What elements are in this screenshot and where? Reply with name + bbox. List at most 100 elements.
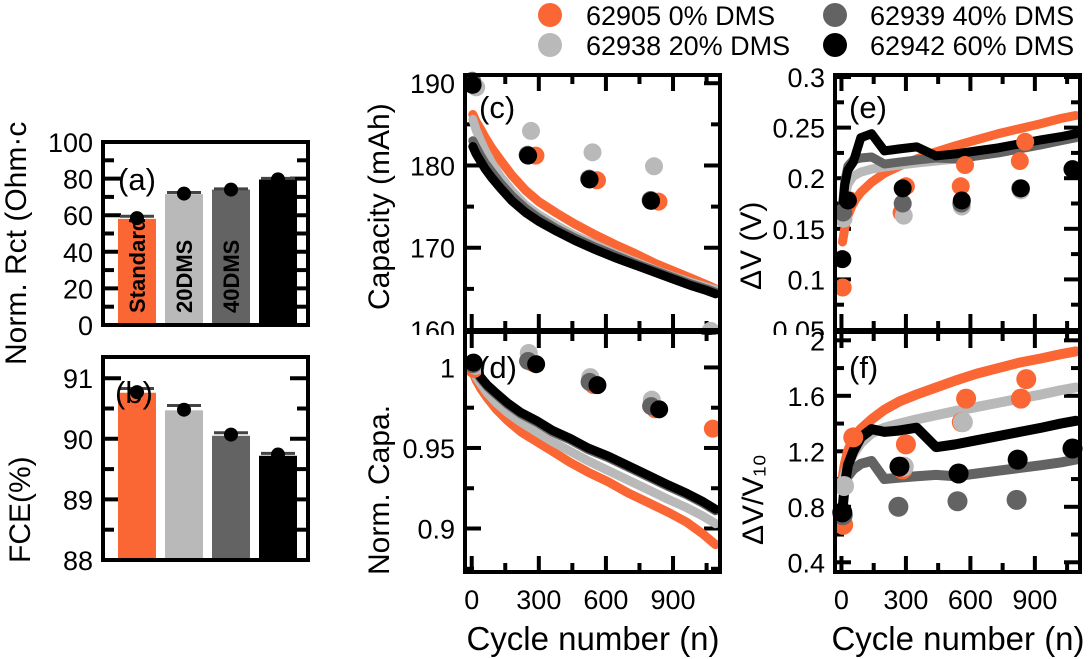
panel-c-label: (c) <box>479 90 515 125</box>
scatter-point <box>650 400 669 419</box>
legend-marker-icon <box>823 3 847 27</box>
panel-b-label: (b) <box>115 375 153 410</box>
legend-label: 62938 20% DMS <box>586 31 790 58</box>
panel-a-ylabel: Norm. Rct (Ohm·cm²) <box>0 120 33 365</box>
scatter-point <box>952 191 971 210</box>
data-marker <box>224 182 238 197</box>
scatter-point <box>952 412 973 433</box>
tick-label: 0 <box>78 311 93 341</box>
data-marker <box>271 172 285 187</box>
tick-label: 1.2 <box>787 437 825 467</box>
panel-f-frame <box>833 330 1082 574</box>
panel-e-label: (e) <box>849 90 887 125</box>
scatter-point <box>889 456 910 477</box>
tick-label: 0.8 <box>787 493 825 523</box>
tick-label: 0.3 <box>787 63 825 93</box>
scatter-point <box>519 146 538 165</box>
panel-b: FCE(%) 88 89 90 91 (b) <box>0 348 340 593</box>
tick-label: 89 <box>63 485 93 515</box>
bar <box>259 455 297 560</box>
tick-label: 0 <box>834 585 849 615</box>
scatter-point <box>843 427 864 448</box>
bar-inline-label: Standard <box>125 218 150 313</box>
scatter-point <box>463 75 482 94</box>
scatter-point <box>521 121 540 140</box>
legend: 62905 0% DMS 62938 20% DMS 62939 40% DMS… <box>500 0 1091 58</box>
scatter-point <box>1010 388 1031 409</box>
series-curve <box>837 415 1081 515</box>
data-marker <box>177 402 191 417</box>
tick-label: 300 <box>516 585 561 615</box>
scatter-point <box>834 475 855 496</box>
bar <box>212 189 250 325</box>
panel-d-label: (d) <box>479 350 517 385</box>
panel-f-ylabel-group: ΔV/V₁₀ <box>737 454 770 545</box>
legend-marker-icon <box>823 33 847 57</box>
data-marker <box>224 427 238 442</box>
tick-label: 0.25 <box>772 114 825 144</box>
tick-label: 20 <box>63 274 93 304</box>
scatter-point <box>895 434 916 455</box>
panel-f-label: (f) <box>849 350 878 385</box>
tick-label: 40 <box>63 238 93 268</box>
panel-d-xticklabels: 0 300 600 900 <box>464 585 695 615</box>
panel-a: Norm. Rct (Ohm·cm²) 0 20 40 60 80 100 Standar… <box>0 120 340 370</box>
tick-label: 60 <box>63 201 93 231</box>
tick-label: 0.05 <box>772 316 825 335</box>
panel-d-data <box>464 343 722 550</box>
scatter-point <box>893 179 912 198</box>
scatter-point <box>1062 438 1083 459</box>
bar <box>259 179 297 325</box>
panel-a-bars: Standard 20DMS 40DMS 60DMS <box>118 172 297 325</box>
scatter-point <box>1010 152 1029 171</box>
tick-label: 180 <box>410 151 455 181</box>
tick-label: 100 <box>48 128 93 158</box>
panel-b-bars <box>118 385 297 560</box>
tick-label: 0.15 <box>772 215 825 245</box>
panel-f-xlabel: Cycle number (n) <box>831 620 1084 657</box>
tick-label: 160 <box>410 316 455 335</box>
series-curve <box>468 142 721 299</box>
scatter-point <box>833 278 852 297</box>
tick-label: 2 <box>810 330 825 356</box>
scatter-point <box>1007 449 1028 470</box>
panel-b-frame <box>101 355 310 562</box>
scatter-point <box>703 419 722 438</box>
panel-d-ylabel: Norm. Capa. <box>363 405 396 575</box>
series-curve <box>468 359 721 514</box>
panel-f-data <box>832 346 1083 535</box>
scatter-point <box>527 355 546 374</box>
bar <box>118 218 156 325</box>
bar <box>212 435 250 560</box>
tick-label: 0.9 <box>417 515 455 545</box>
panel-f-axes: 0.4 0.8 1.2 1.6 2 <box>787 330 1080 578</box>
bar-inline-label: 40DMS <box>219 240 244 313</box>
tick-label: 0.4 <box>787 548 825 578</box>
panel-d: Norm. Capa. 0.9 0.95 1 (d) 0 300 600 900 Cycl… <box>355 330 735 659</box>
tick-label: 0.95 <box>402 434 455 464</box>
series-curve <box>468 367 721 550</box>
bar <box>118 392 156 560</box>
scatter-point <box>951 177 970 196</box>
scatter-point <box>833 250 852 269</box>
data-marker <box>130 211 144 226</box>
legend-item-3: 62942 60% DMS <box>823 31 1074 58</box>
tick-label: 170 <box>410 234 455 264</box>
panel-f: ΔV/V₁₀ 0.4 0.8 1.2 1.6 2 (f) 0 300 600 900 Cycl… <box>715 330 1091 659</box>
legend-marker-icon <box>538 3 562 27</box>
tick-label: 900 <box>1012 585 1057 615</box>
scatter-point <box>1063 160 1082 179</box>
tick-label: 80 <box>63 165 93 195</box>
tick-label: 900 <box>650 585 695 615</box>
scatter-point <box>832 502 853 523</box>
scatter-point <box>956 156 975 175</box>
scatter-point <box>956 388 977 409</box>
panel-f-ylabel: ΔV/V₁₀ <box>737 454 770 545</box>
tick-label: 0.1 <box>787 265 825 295</box>
legend-marker-icon <box>538 33 562 57</box>
panel-b-ylabel: FCE(%) <box>4 456 37 563</box>
scatter-point <box>588 376 607 395</box>
tick-label: 0.2 <box>787 164 825 194</box>
tick-label: 600 <box>948 585 993 615</box>
scatter-point <box>1016 369 1037 390</box>
